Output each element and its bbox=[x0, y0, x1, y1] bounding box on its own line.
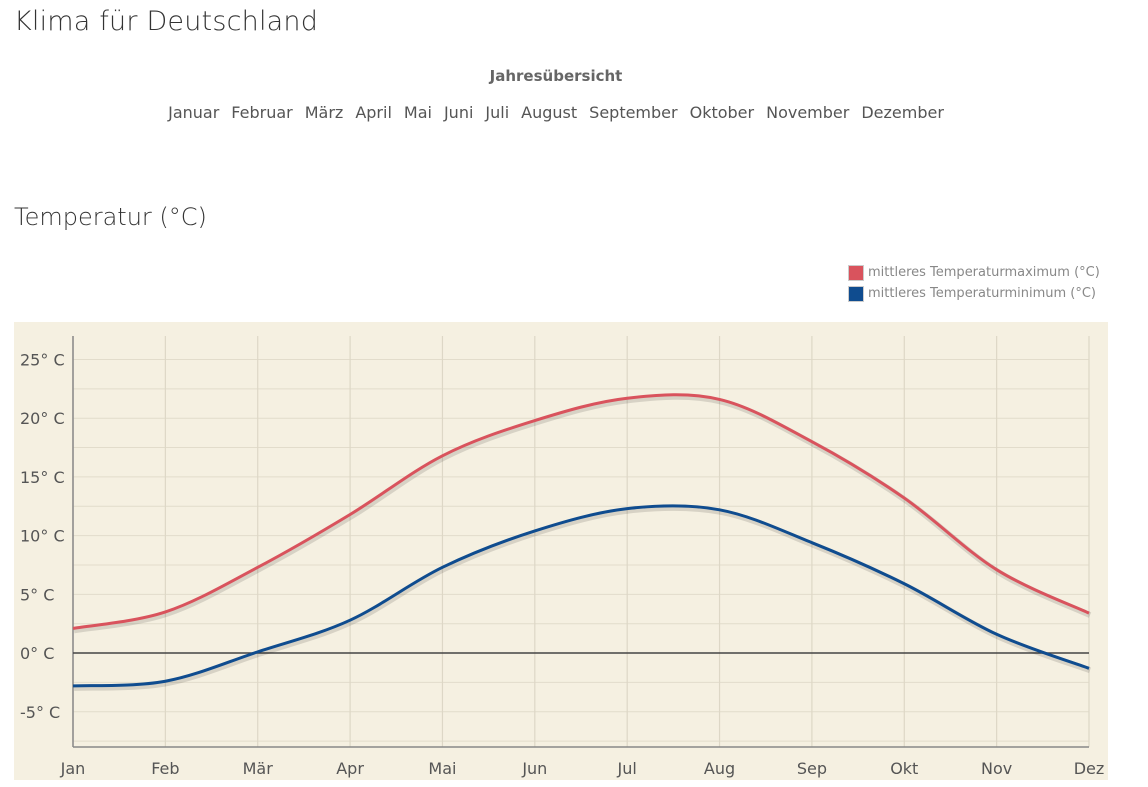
data-point bbox=[903, 582, 906, 585]
y-tick-label: 20° C bbox=[20, 409, 65, 428]
data-point bbox=[1088, 667, 1091, 670]
data-point bbox=[349, 619, 352, 622]
x-tick-label: Aug bbox=[704, 759, 735, 778]
data-point bbox=[718, 398, 721, 401]
month-link-12[interactable]: Dezember bbox=[861, 103, 944, 122]
data-point bbox=[72, 627, 75, 630]
x-tick-label: Apr bbox=[336, 759, 364, 778]
data-point bbox=[1088, 612, 1091, 615]
month-navigation: Januar Februar März April Mai Juni Juli August S… bbox=[0, 103, 1112, 122]
x-tick-label: Jul bbox=[617, 759, 637, 778]
legend-item-2[interactable]: mittleres Temperaturminimum (°C) bbox=[848, 283, 1100, 304]
year-overview-heading[interactable]: Jahresübersicht bbox=[489, 67, 623, 85]
x-tick-label: Nov bbox=[981, 759, 1012, 778]
data-point bbox=[810, 541, 813, 544]
month-link-8[interactable]: August bbox=[521, 103, 578, 122]
data-point bbox=[441, 566, 444, 569]
month-link-10[interactable]: Oktober bbox=[689, 103, 755, 122]
month-link-4[interactable]: April bbox=[355, 103, 392, 122]
data-point bbox=[810, 440, 813, 443]
x-tick-label: Feb bbox=[151, 759, 179, 778]
data-point bbox=[441, 454, 444, 457]
month-link-6[interactable]: Juni bbox=[443, 103, 474, 122]
data-point bbox=[256, 650, 259, 653]
chart-background bbox=[14, 322, 1108, 780]
temperature-chart-svg: 25° C 20° C 15° C 10° C 5° C 0° C -5° C Jan Feb M… bbox=[14, 322, 1108, 780]
x-tick-label: Okt bbox=[890, 759, 918, 778]
y-tick-label: 5° C bbox=[20, 585, 54, 604]
y-tick-label: 0° C bbox=[20, 644, 54, 663]
month-link-1[interactable]: Januar bbox=[168, 103, 220, 122]
x-tick-label: Mai bbox=[428, 759, 456, 778]
month-link-11[interactable]: November bbox=[766, 103, 850, 122]
legend-swatch-1 bbox=[848, 264, 864, 281]
series-line-2 bbox=[72, 504, 1090, 688]
month-link-2[interactable]: Februar bbox=[231, 103, 293, 122]
page-title: Klima für Deutschland bbox=[14, 6, 319, 37]
data-point bbox=[72, 684, 75, 687]
y-tick-label: 25° C bbox=[20, 350, 65, 369]
series-line-1 bbox=[72, 393, 1090, 630]
data-point bbox=[626, 397, 629, 400]
month-link-9[interactable]: September bbox=[589, 103, 678, 122]
y-tick-label: -5° C bbox=[20, 703, 60, 722]
data-point bbox=[995, 633, 998, 636]
data-point bbox=[533, 419, 536, 422]
chart-legend: mittleres Temperaturmaximum (°C) mittlere… bbox=[848, 262, 1100, 304]
y-tick-label: 15° C bbox=[20, 468, 65, 487]
month-link-7[interactable]: Juli bbox=[485, 103, 510, 122]
month-link-3[interactable]: März bbox=[304, 103, 344, 122]
data-point bbox=[164, 680, 167, 683]
data-point bbox=[533, 529, 536, 532]
legend-label-2: mittleres Temperaturminimum (°C) bbox=[868, 286, 1096, 301]
data-point bbox=[349, 513, 352, 516]
x-tick-label: Jan bbox=[60, 759, 86, 778]
x-tick-label: Mär bbox=[243, 759, 274, 778]
x-tick-label: Jun bbox=[521, 759, 547, 778]
x-tick-label: Sep bbox=[797, 759, 827, 778]
data-point bbox=[903, 497, 906, 500]
legend-swatch-2 bbox=[848, 285, 864, 302]
temperature-section-title: Temperatur (°C) bbox=[14, 203, 207, 231]
data-point bbox=[256, 566, 259, 569]
legend-item-1[interactable]: mittleres Temperaturmaximum (°C) bbox=[848, 262, 1100, 283]
temperature-chart: 25° C 20° C 15° C 10° C 5° C 0° C -5° C Jan Feb M… bbox=[14, 322, 1108, 780]
legend-label-1: mittleres Temperaturmaximum (°C) bbox=[868, 265, 1100, 280]
month-link-5[interactable]: Mai bbox=[403, 103, 432, 122]
data-point bbox=[164, 610, 167, 613]
data-point bbox=[995, 568, 998, 571]
x-tick-label: Dez bbox=[1074, 759, 1105, 778]
data-point bbox=[626, 507, 629, 510]
data-point bbox=[718, 508, 721, 511]
y-tick-label: 10° C bbox=[20, 527, 65, 546]
